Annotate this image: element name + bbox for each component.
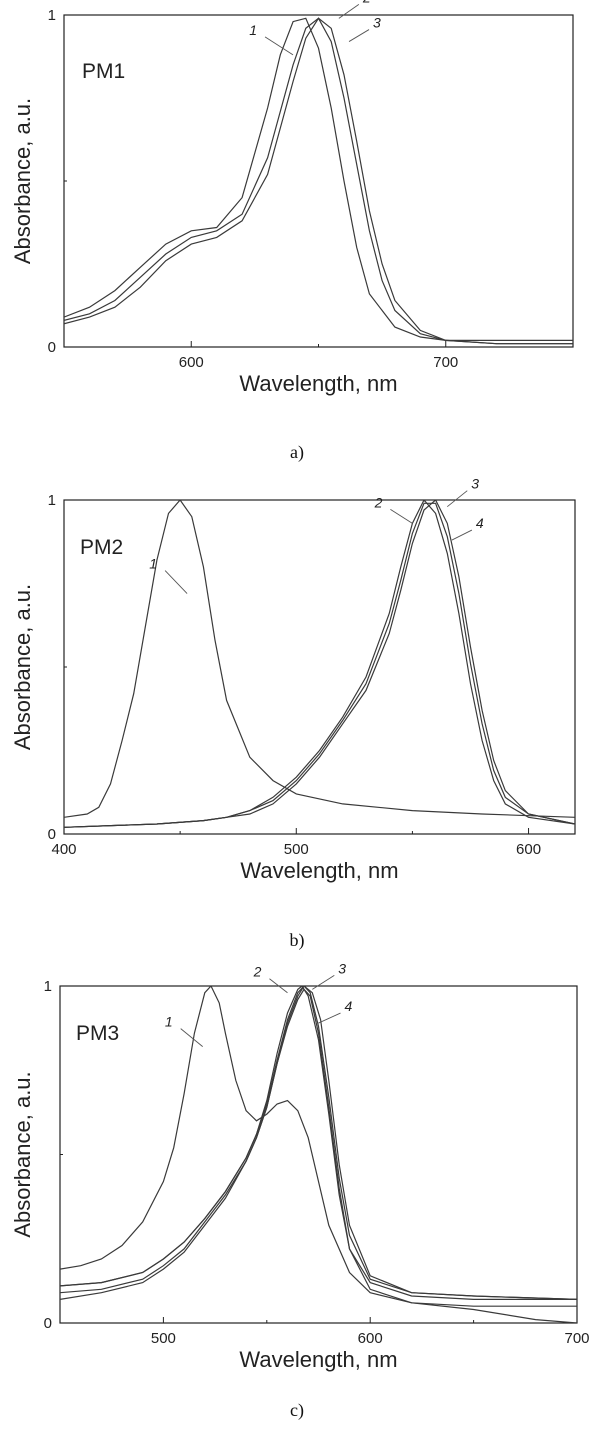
x-tick-label: 500: [284, 841, 309, 858]
x-tick-label: 400: [51, 841, 76, 858]
series-label: 3: [373, 15, 381, 31]
x-tick-label: 700: [564, 1330, 589, 1347]
series-label: 2: [374, 494, 383, 510]
series-leader-line: [451, 529, 473, 541]
series-label: 3: [471, 476, 479, 492]
series-line-3: [64, 502, 575, 828]
series-label: 3: [338, 960, 346, 976]
panel-pm1: 600 700 0 1 1 2 3 PM1 Wavelength, nm Absorbance, …: [10, 0, 574, 463]
series-group: [60, 986, 577, 1323]
series-label: 1: [165, 1014, 173, 1030]
panel-title: PM2: [80, 536, 123, 559]
series-line-1: [60, 986, 577, 1323]
y-tick-label: 0: [44, 1315, 52, 1332]
plot-frame: [63, 14, 574, 348]
series-leader-line: [390, 509, 413, 524]
x-tick-label: 600: [358, 1330, 383, 1347]
x-tick-label: 500: [151, 1330, 176, 1347]
y-tick-label: 1: [44, 978, 52, 995]
series-line-unlabeled: [60, 988, 577, 1307]
series-line-2: [64, 500, 575, 828]
y-axis-label: Absorbance, a.u.: [10, 1071, 35, 1237]
y-tick-label: 0: [48, 826, 56, 843]
series-label: 2: [362, 0, 371, 5]
series-line-1: [64, 500, 575, 818]
plot-frame: [63, 499, 576, 835]
y-tick-label: 1: [48, 7, 56, 24]
series-label: 4: [345, 998, 353, 1014]
series-group: [64, 500, 575, 828]
x-tick-label: 700: [433, 354, 458, 371]
series-leader-line: [180, 1028, 203, 1048]
series-line-2: [64, 17, 573, 345]
panel-title: PM3: [76, 1022, 119, 1045]
series-line-3: [60, 986, 577, 1300]
series-leader-line: [338, 3, 360, 19]
series-line-1: [64, 17, 573, 341]
y-axis-label: Absorbance, a.u.: [10, 584, 35, 750]
series-leader-line: [312, 974, 335, 990]
panel-caption: b): [290, 930, 305, 951]
series-line-3: [64, 17, 573, 345]
panel-title: PM1: [82, 60, 125, 83]
series-label: 2: [253, 964, 262, 980]
series-label: 1: [249, 22, 257, 38]
series-leader-line: [164, 570, 188, 594]
series-leader-line: [446, 490, 468, 508]
panel-pm2: 400 500 600 0 1 1 2 3 4 PM2 Wavelength, nm Absorban…: [10, 476, 576, 951]
series-leader-line: [264, 36, 294, 56]
series-line-4: [64, 500, 575, 828]
series-label: 1: [149, 556, 157, 572]
panel-caption: c): [290, 1400, 304, 1421]
y-tick-label: 0: [48, 339, 56, 356]
x-axis-label: Wavelength, nm: [240, 858, 398, 883]
y-tick-label: 1: [48, 492, 56, 509]
x-tick-label: 600: [179, 354, 204, 371]
y-axis-label: Absorbance, a.u.: [10, 98, 35, 264]
series-leader-line: [318, 1012, 341, 1024]
series-line-4: [60, 986, 577, 1300]
series-leader-line: [348, 29, 370, 42]
x-tick-label: 600: [516, 841, 541, 858]
panel-caption: a): [290, 442, 304, 463]
series-leader-line: [269, 978, 288, 994]
x-axis-label: Wavelength, nm: [239, 371, 397, 396]
series-group: [64, 17, 573, 345]
x-axis-label: Wavelength, nm: [239, 1347, 397, 1372]
panel-pm3: 500 600 700 0 1 1 2 3 4 PM3 Wavelength, nm Absorban…: [10, 960, 590, 1421]
series-label: 4: [476, 515, 484, 531]
